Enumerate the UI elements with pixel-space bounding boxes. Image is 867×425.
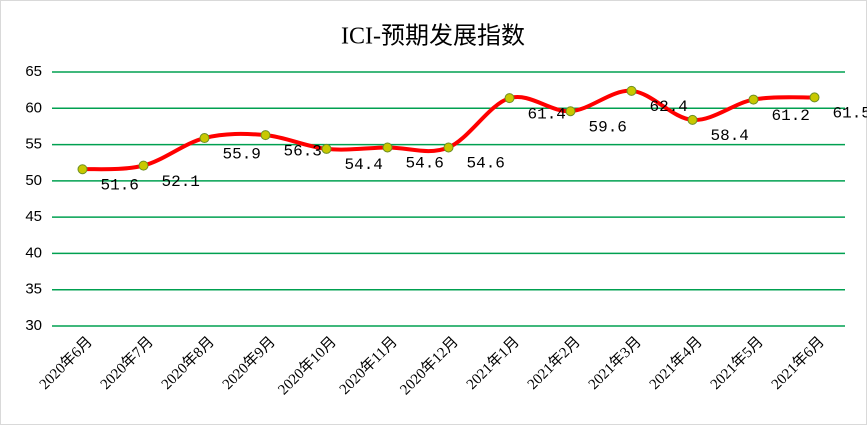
point (626, 85, 637, 96)
y-tick-label: 65 (25, 63, 42, 80)
data-label: 51.6 (101, 176, 139, 194)
y-tick-label: 50 (25, 172, 42, 189)
y-tick-label: 55 (25, 136, 42, 153)
data-label: 52.1 (162, 173, 200, 191)
y-tick-label: 45 (25, 208, 42, 225)
point (77, 164, 88, 175)
point (382, 142, 393, 153)
data-label: 61.2 (772, 107, 810, 125)
y-tick-label: 40 (25, 244, 42, 261)
y-tick-label: 35 (25, 281, 42, 298)
chart-title: ICI-预期发展指数 (341, 23, 525, 50)
point (748, 94, 759, 105)
point (199, 133, 210, 144)
data-label: 61.5 (833, 105, 867, 123)
data-label: 59.6 (589, 118, 627, 136)
point (504, 93, 515, 104)
point (443, 142, 454, 153)
point (687, 114, 698, 125)
data-label: 56.3 (284, 142, 322, 160)
point (260, 130, 271, 141)
y-tick-label: 60 (25, 99, 42, 116)
point (565, 106, 576, 117)
data-label: 54.6 (467, 155, 505, 173)
data-label: 54.6 (406, 155, 444, 173)
point (809, 92, 820, 103)
data-label: 61.4 (528, 105, 566, 123)
data-label: 58.4 (711, 127, 749, 145)
data-label: 55.9 (223, 145, 261, 163)
data-label: 54.4 (345, 156, 383, 174)
point (138, 160, 149, 171)
data-label: 62.4 (650, 98, 688, 116)
point (321, 143, 332, 154)
y-tick-label: 30 (25, 317, 42, 334)
